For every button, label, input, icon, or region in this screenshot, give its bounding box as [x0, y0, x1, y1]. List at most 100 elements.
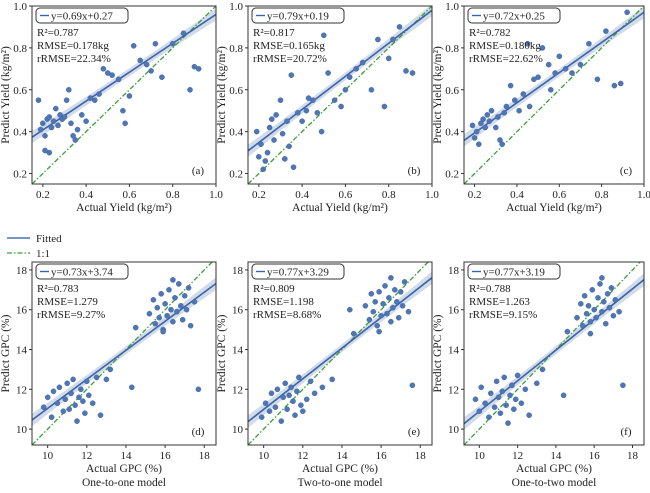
- plot-area: [464, 262, 644, 445]
- x-axis-label: Actual Yield (kg/m²): [506, 202, 602, 214]
- panel-label: (a): [192, 165, 205, 177]
- y-tick-label: 10: [232, 424, 244, 436]
- data-point: [314, 110, 321, 116]
- plot-area: [248, 262, 432, 445]
- data-point: [177, 302, 184, 309]
- data-point: [109, 72, 115, 78]
- data-point: [545, 61, 552, 68]
- data-point: [288, 72, 295, 78]
- y-tick-label: 1.0: [229, 1, 243, 13]
- data-point: [535, 74, 541, 80]
- data-point: [505, 420, 511, 426]
- data-point: [128, 384, 135, 391]
- one-to-one-line: [464, 6, 644, 184]
- data-point: [154, 304, 161, 311]
- data-point: [581, 292, 588, 299]
- fitted-line: [464, 279, 644, 425]
- x-tick-label: 0.2: [252, 189, 266, 201]
- data-point: [516, 107, 522, 114]
- data-point: [191, 298, 198, 305]
- data-point: [482, 124, 489, 131]
- data-point: [187, 87, 193, 93]
- data-point: [409, 382, 416, 389]
- rrmse-text: rRMSE=9.15%: [469, 309, 537, 321]
- x-tick-label: 18: [415, 450, 427, 462]
- plot-area: [32, 6, 216, 184]
- panel-d: 10 12 14 16 18 10 12 14 16 18 Actual GPC (%) Predic…: [0, 261, 217, 489]
- data-point: [48, 414, 55, 421]
- axes-frame: [247, 261, 433, 446]
- fitted-line: [464, 11, 644, 142]
- data-point: [288, 384, 294, 391]
- data-point: [179, 316, 186, 323]
- panel-label: (c): [620, 165, 633, 177]
- data-point: [172, 294, 178, 301]
- data-point: [61, 114, 68, 120]
- data-point: [329, 376, 336, 383]
- x-tick-label: 0.8: [166, 189, 180, 201]
- y-tick-label: 0.4: [229, 127, 243, 139]
- data-point: [64, 380, 70, 387]
- data-point: [325, 70, 331, 76]
- data-point: [195, 66, 202, 72]
- data-point: [268, 390, 275, 397]
- data-point: [382, 283, 388, 289]
- fitted-line: [248, 9, 432, 152]
- data-point: [107, 366, 114, 373]
- x-tick-label: 14: [120, 450, 132, 462]
- data-point: [518, 400, 525, 407]
- data-point: [478, 384, 485, 391]
- data-point: [62, 396, 69, 403]
- data-point: [482, 400, 488, 407]
- x-tick-label: 16: [376, 450, 388, 462]
- data-point: [72, 402, 78, 409]
- data-point: [510, 406, 517, 413]
- equation-text: y=0.72x+0.25: [483, 11, 545, 23]
- data-point: [507, 392, 513, 399]
- x-tick-label: 16: [589, 450, 601, 462]
- data-point: [286, 392, 292, 399]
- y-tick-label: 14: [232, 345, 244, 357]
- data-point: [385, 55, 392, 62]
- x-axis-label: Actual GPC (%): [86, 463, 162, 475]
- data-point: [262, 400, 269, 407]
- equation-box: [251, 7, 345, 24]
- data-point: [509, 382, 515, 389]
- y-tick-label: 0.2: [13, 169, 27, 181]
- data-point: [616, 308, 622, 315]
- data-point: [491, 404, 498, 411]
- data-point: [294, 110, 301, 116]
- y-tick-label: 0.8: [445, 43, 459, 55]
- data-point: [262, 158, 269, 164]
- axes-frame: [463, 5, 645, 185]
- data-point: [476, 408, 483, 415]
- x-tick-label: 0.4: [510, 189, 524, 201]
- data-point: [390, 304, 396, 311]
- data-point: [560, 392, 567, 399]
- data-point: [399, 302, 406, 309]
- y-axis-label: Predict Yield (kg/m²): [0, 46, 12, 144]
- data-point: [318, 128, 325, 135]
- data-point: [586, 40, 592, 47]
- data-point: [388, 318, 394, 325]
- data-point: [280, 394, 287, 401]
- data-point: [274, 386, 281, 393]
- legend-fitted-label: Fitted: [36, 233, 62, 245]
- data-point: [514, 372, 521, 379]
- data-point: [279, 130, 286, 137]
- rrmse-text: rRMSE=22.62%: [469, 53, 543, 65]
- data-point: [486, 414, 492, 421]
- data-point: [487, 390, 494, 397]
- data-point: [296, 374, 302, 381]
- y-tick-label: 0.2: [445, 169, 459, 181]
- data-point: [503, 402, 509, 409]
- panel-caption: Two-to-one model: [297, 477, 382, 488]
- legend: Fitted 1:1: [7, 233, 62, 260]
- data-point: [284, 406, 290, 413]
- panel-label: (d): [192, 426, 205, 438]
- data-point: [258, 141, 264, 147]
- data-point: [587, 330, 594, 337]
- data-point: [390, 36, 396, 43]
- data-point: [488, 107, 495, 114]
- x-tick-label: 0.8: [595, 189, 609, 201]
